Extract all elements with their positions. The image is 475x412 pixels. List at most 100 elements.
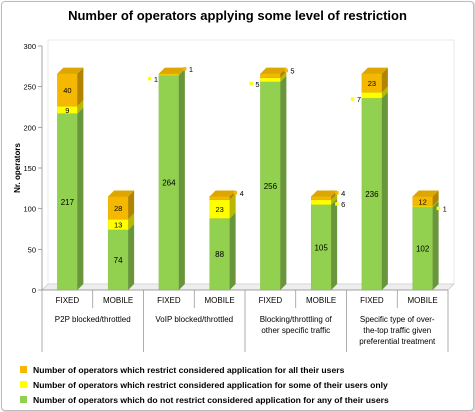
x-group-label: Blocking/throttling of other specific tra… [260, 315, 333, 335]
legend-label: Number of operators which restrict consi… [33, 379, 388, 390]
x-group-label: P2P blocked/throttled [55, 315, 131, 324]
y-tick-label: 0 [32, 286, 36, 295]
bar-segment [209, 196, 230, 200]
data-label: 13 [114, 221, 122, 230]
data-label: 74 [114, 256, 123, 265]
bar-segment-side [331, 193, 338, 205]
legend-item: Number of operators which do not restric… [20, 392, 470, 407]
y-axis-title: Nr. operators [13, 143, 22, 193]
legend-swatch [20, 396, 27, 403]
x-category-label: FIXED [157, 296, 181, 305]
data-label-marker [182, 67, 187, 71]
x-category-label: MOBILE [205, 296, 235, 305]
bar-top-face [311, 190, 338, 197]
bar-segment-side [128, 190, 135, 220]
legend-swatch [20, 381, 27, 388]
bar-segment-side [229, 193, 236, 219]
data-label: 28 [114, 204, 122, 213]
bar-segment [310, 196, 332, 200]
legend-swatch [20, 366, 27, 373]
bar-segment-side [381, 67, 388, 93]
data-label: 9 [65, 106, 69, 115]
data-label: 6 [341, 200, 345, 209]
plot-floor [41, 283, 455, 291]
bar-segment [310, 199, 332, 205]
data-label-marker [233, 191, 238, 195]
data-label: 4 [341, 189, 345, 198]
bar-segment-side [331, 198, 338, 290]
y-tick-label: 100 [23, 205, 36, 214]
x-group-label: VoIP blocked/throttled [155, 315, 233, 324]
x-category-label: FIXED [56, 296, 80, 305]
data-label: 102 [416, 245, 430, 254]
bar-segment-side [432, 200, 439, 208]
x-category-label: FIXED [360, 296, 384, 305]
stacked-bar-chart: 0 50 100 150 200 250 300 Nr. operators FIXED MOBI… [13, 39, 455, 352]
chart-title: Number of operators applying some level … [68, 8, 407, 23]
data-label: 23 [368, 79, 376, 88]
legend-item: Number of operators which restrict consi… [20, 362, 470, 377]
legend-item: Number of operators which restrict consi… [20, 377, 470, 392]
data-label-marker [335, 191, 339, 195]
bar-segment-side [128, 213, 135, 230]
bar-segment-side [77, 100, 84, 114]
y-tick-label: 300 [23, 42, 36, 51]
data-label: 40 [63, 86, 71, 95]
data-label-marker [436, 206, 441, 211]
y-tick-label: 50 [28, 245, 36, 254]
data-label-marker [350, 97, 355, 101]
bar-segment-side [381, 92, 388, 290]
x-category-label: MOBILE [306, 296, 336, 305]
data-label-marker [147, 76, 152, 81]
data-label: 217 [61, 198, 75, 207]
x-category-label: FIXED [259, 296, 283, 305]
data-label-marker [249, 81, 253, 86]
bar-segment [260, 73, 281, 78]
data-label: 1 [154, 75, 158, 84]
bar-top-face [209, 190, 236, 197]
bar-segment [158, 73, 180, 75]
bar-segment [260, 77, 281, 82]
data-label: 256 [264, 182, 278, 191]
data-label: 12 [418, 197, 426, 206]
x-category-label: MOBILE [103, 296, 133, 305]
data-label: 7 [357, 95, 361, 104]
bar-segment-side [178, 69, 185, 290]
data-label: 23 [215, 205, 223, 214]
data-label: 236 [365, 190, 379, 199]
bar-segment-side [77, 67, 84, 107]
bar-top-face [158, 67, 185, 74]
bar-segment-side [381, 86, 388, 99]
bar-segment-side [77, 107, 84, 290]
data-label: 88 [215, 250, 224, 259]
bar-top-face [361, 67, 388, 74]
x-category-label: MOBILE [408, 296, 438, 305]
bar-top-face [108, 190, 135, 197]
bar-segment [361, 92, 383, 99]
y-tick-label: 200 [23, 123, 36, 132]
x-group-label: Specific type of over-the-top traffic gi… [359, 315, 436, 346]
bar-top-face [260, 67, 287, 74]
bar-segment-side [280, 71, 287, 82]
bar-segment-side [432, 201, 439, 290]
data-label: 1 [189, 65, 193, 74]
data-label-marker [284, 68, 288, 73]
data-label: 5 [290, 67, 294, 76]
bar-segment-side [280, 75, 287, 290]
bar-top-face [57, 67, 84, 74]
y-tick-label: 150 [23, 164, 36, 173]
data-label-marker [335, 202, 339, 206]
bar-segment-side [128, 223, 135, 290]
legend-label: Number of operators which restrict consi… [33, 364, 345, 375]
bar-segment-side [432, 190, 439, 207]
data-label: 4 [240, 189, 244, 198]
data-label: 5 [255, 80, 259, 89]
data-label: 264 [162, 179, 176, 188]
bar-segment-side [229, 212, 236, 290]
data-label: 1 [443, 205, 447, 214]
chart-legend: Number of operators which restrict consi… [20, 362, 470, 407]
bar-top-face [412, 190, 439, 197]
y-tick-label: 250 [23, 83, 36, 92]
data-label: 105 [314, 243, 328, 252]
legend-label: Number of operators which do not restric… [33, 394, 389, 405]
